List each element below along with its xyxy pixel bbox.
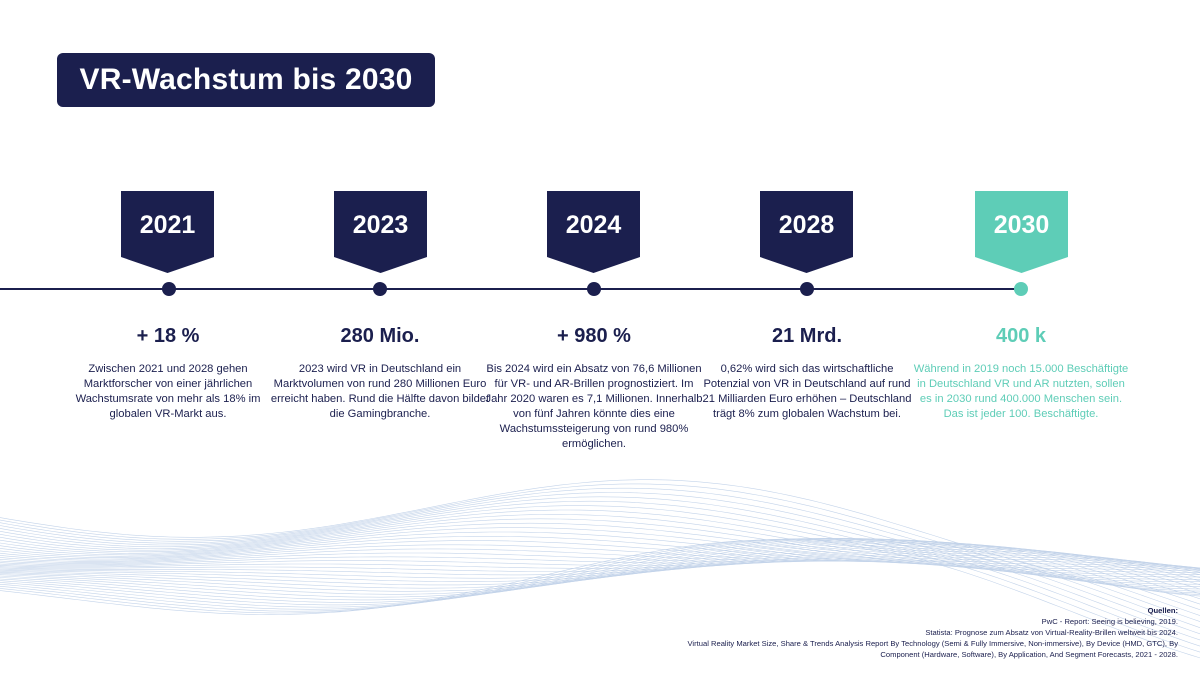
- wave-line: [0, 552, 1200, 569]
- wave-line: [0, 537, 1200, 635]
- wave-line: [0, 539, 1200, 611]
- milestone-value: + 18 %: [136, 325, 200, 347]
- milestone-value: + 980 %: [557, 325, 631, 347]
- timeline-dot: [162, 282, 176, 296]
- source-line: Component (Hardware, Software), By Appli…: [880, 650, 1178, 659]
- wave-line: [0, 538, 1200, 629]
- milestone-2030: 400 k Während in 2019 noch 15.000 Beschä…: [911, 322, 1131, 422]
- year-label: 2028: [778, 211, 835, 239]
- wave-line: [0, 539, 1200, 605]
- wave-line: [0, 554, 1200, 570]
- wave-line: [0, 552, 1200, 571]
- milestone-2028: 21 Mrd. 0,62% wird sich das wirtschaftli…: [697, 322, 917, 422]
- source-line: PwC - Report: Seeing is believing, 2019.: [1041, 617, 1178, 626]
- timeline-dot: [373, 282, 387, 296]
- milestone-2023: 280 Mio. 2023 wird VR in Deutschland ein…: [270, 322, 490, 422]
- milestone-value: 400 k: [995, 325, 1047, 347]
- wave-line: [0, 538, 1200, 641]
- wave-line: [0, 540, 1200, 569]
- year-marker-2030: 2030: [975, 191, 1068, 275]
- wave-line: [0, 479, 1200, 597]
- wave-line: [0, 538, 1200, 647]
- wave-line: [0, 518, 1200, 578]
- year-marker-2024: 2024: [547, 191, 640, 275]
- source-line: Statista: Prognose zum Absatz von Virtua…: [925, 628, 1178, 637]
- year-label: 2030: [993, 211, 1050, 239]
- year-marker-2021: 2021: [121, 191, 214, 275]
- timeline-dot: [587, 282, 601, 296]
- year-label: 2023: [352, 211, 409, 239]
- milestone-value: 280 Mio.: [340, 325, 420, 347]
- timeline-line: [0, 288, 1020, 290]
- wave-line: [0, 514, 1200, 580]
- wave-line: [0, 548, 1200, 569]
- milestone-description: 2023 wird VR in Deutschland ein Marktvol…: [270, 363, 490, 420]
- wave-line: [0, 538, 1200, 622]
- milestone-description: Bis 2024 wird ein Absatz von 76,6 Millio…: [485, 363, 703, 450]
- wave-line: [0, 550, 1200, 573]
- sources-heading: Quellen:: [1147, 606, 1178, 615]
- year-label: 2024: [565, 211, 622, 239]
- milestone-2021: + 18 % Zwischen 2021 und 2028 gehen Mark…: [58, 322, 278, 422]
- milestone-description: Während in 2019 noch 15.000 Beschäftigte…: [913, 363, 1129, 420]
- year-marker-2028: 2028: [760, 191, 853, 275]
- milestone-value: 21 Mrd.: [771, 325, 843, 347]
- year-label: 2021: [139, 211, 196, 239]
- timeline-dot: [800, 282, 814, 296]
- wave-line: [0, 492, 1200, 592]
- milestone-description: 0,62% wird sich das wirtschaftliche Pote…: [702, 363, 912, 420]
- timeline-dot-highlight: [1014, 282, 1028, 296]
- wave-line: [0, 539, 1200, 659]
- wave-line: [0, 538, 1200, 653]
- wave-line: [0, 487, 1200, 594]
- milestone-description: Zwischen 2021 und 2028 gehen Marktforsch…: [75, 363, 261, 420]
- wave-line: [0, 527, 1200, 574]
- source-line: Virtual Reality Market Size, Share & Tre…: [687, 639, 1179, 648]
- milestone-2024: + 980 % Bis 2024 wird ein Absatz von 76,…: [484, 322, 704, 452]
- wave-line: [0, 538, 1200, 616]
- year-marker-2023: 2023: [334, 191, 427, 275]
- sources-block: Quellen: PwC - Report: Seeing is believi…: [578, 605, 1179, 660]
- page-title: VR-Wachstum bis 2030: [57, 53, 435, 107]
- wave-line: [0, 531, 1200, 572]
